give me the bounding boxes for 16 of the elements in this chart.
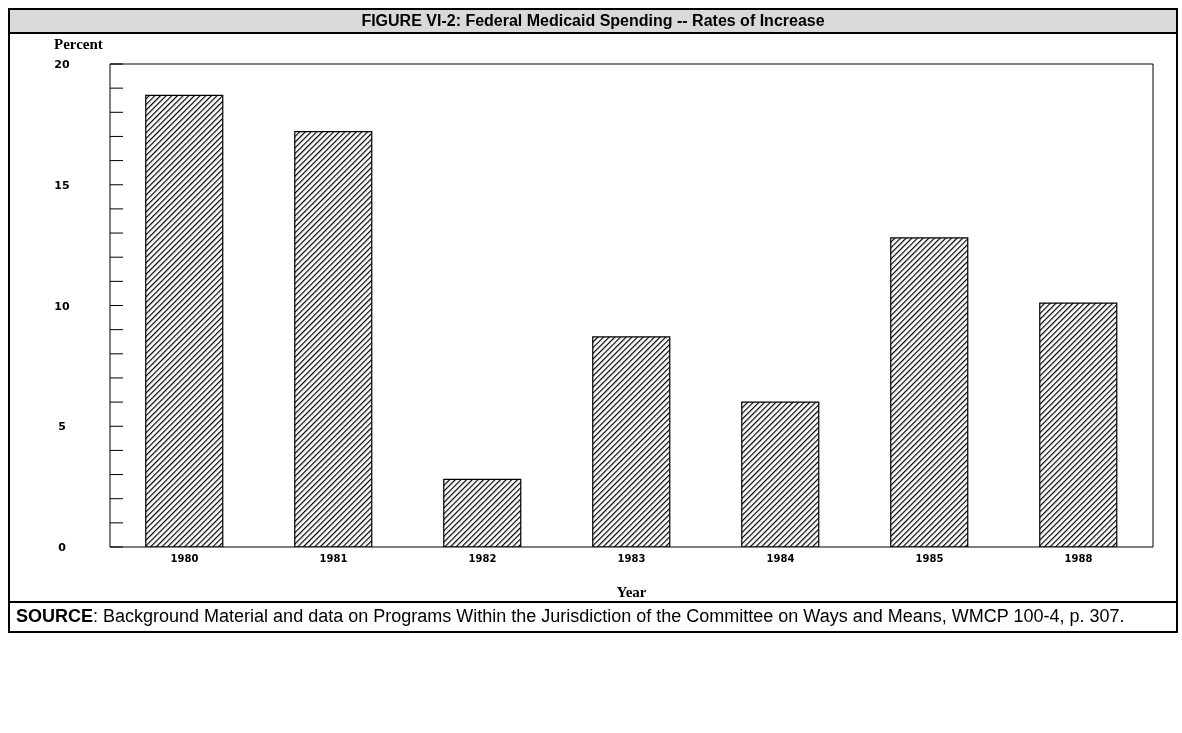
x-tick-label: 1985 bbox=[915, 553, 944, 565]
x-tick-label: 1983 bbox=[617, 553, 646, 565]
x-tick-label: 1980 bbox=[170, 553, 199, 565]
y-axis-title: Percent bbox=[53, 35, 104, 53]
y-tick-label: 15 bbox=[54, 178, 70, 192]
x-tick-label: 1982 bbox=[468, 553, 497, 565]
source-note: SOURCE: Background Material and data on Programs Within the Jurisdiction of the Committee on Ways and Means, WMCP 100-4, p. 307. bbox=[16, 606, 1125, 626]
y-tick-label: 5 bbox=[58, 420, 66, 434]
x-axis-title: Year bbox=[616, 584, 647, 600]
x-tick-label: 1988 bbox=[1064, 553, 1093, 565]
chart-title: FIGURE VI-2: Federal Medicaid Spending -- Rates of Increase bbox=[10, 10, 1176, 34]
x-tick-label: 1981 bbox=[319, 553, 348, 565]
y-tick-label: 20 bbox=[54, 58, 70, 71]
y-tick-label: 0 bbox=[58, 541, 67, 554]
x-tick-label: 1984 bbox=[766, 553, 795, 565]
y-tick-label: 10 bbox=[54, 299, 70, 313]
